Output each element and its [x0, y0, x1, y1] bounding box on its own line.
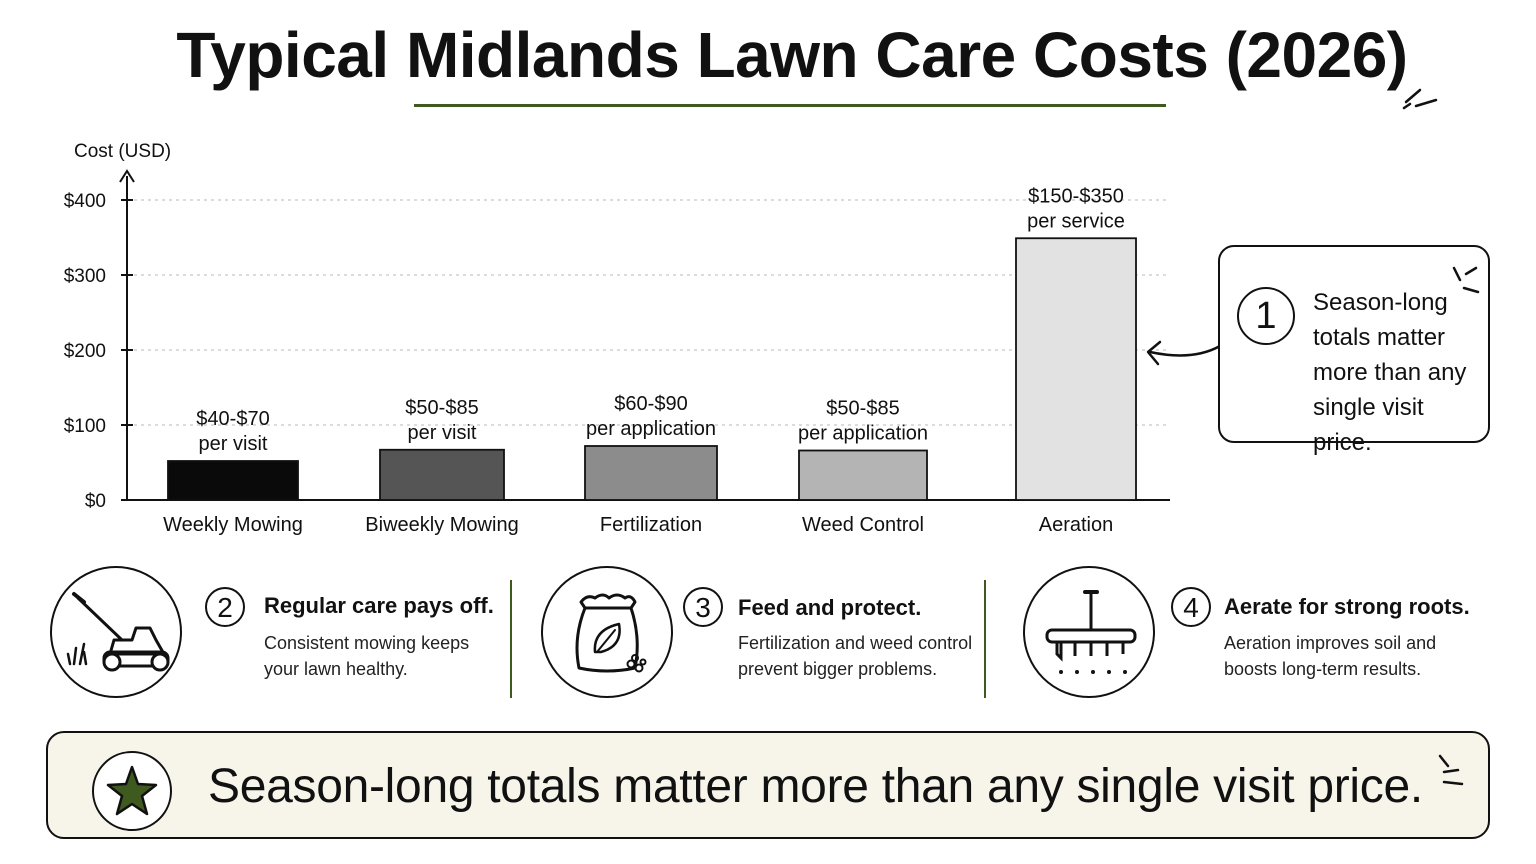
bar-data-label: $50-$85: [826, 398, 899, 420]
bar-data-label: $50-$85: [405, 397, 478, 419]
category-label: Fertilization: [600, 514, 702, 536]
tip-body-line: Fertilization and weed control: [738, 633, 973, 653]
banner-text: Season-long totals matter more than any …: [208, 760, 1423, 813]
bar-data-label-unit: per visit: [199, 433, 268, 455]
bar: [584, 445, 718, 501]
aerator-icon: [1023, 566, 1155, 698]
title-underline: [414, 104, 1166, 107]
chart-bars: $40-$70 per visit Weekly Mowing $50-$85 per …: [163, 185, 1137, 536]
tip-number: 4: [1171, 587, 1211, 627]
fertilizer-bag-icon: [541, 566, 673, 698]
bar: [1015, 237, 1137, 501]
bar-data-label-unit: per service: [1027, 210, 1125, 232]
callout-line: Season-long: [1313, 289, 1448, 316]
tip-body-line: boosts long-term results.: [1224, 659, 1422, 679]
summary-banner: Season-long totals matter more than any …: [46, 731, 1490, 839]
y-tick-label: $100: [64, 416, 106, 437]
tip-body-line: prevent bigger problems.: [738, 659, 938, 679]
y-tick-label: $300: [64, 266, 106, 287]
category-label: Weed Control: [802, 514, 924, 536]
category-label: Weekly Mowing: [163, 514, 303, 536]
bar-data-label: $60-$90: [614, 393, 687, 415]
divider: [984, 580, 986, 698]
bar-data-label: $150-$350: [1028, 185, 1124, 207]
bar-data-label: $40-$70: [196, 408, 269, 430]
divider: [510, 580, 512, 698]
tip-body-line: your lawn healthy.: [264, 659, 408, 679]
callout-line: single visit price.: [1313, 394, 1424, 456]
tip-body-line: Consistent mowing keeps: [264, 633, 470, 653]
bar-data-label-unit: per visit: [408, 422, 477, 444]
tip-number: 2: [205, 587, 245, 627]
sparkle-icon: [1452, 266, 1480, 294]
bar-data-label-unit: per application: [798, 423, 928, 445]
cost-bar-chart: Cost (USD) $0 $100 $200 $300 $400 $40-$70 per…: [64, 141, 1170, 536]
bar: [798, 449, 928, 501]
sparkle-icon: [1438, 754, 1464, 786]
tip-heading: Regular care pays off.: [264, 593, 494, 618]
arrow-left-icon: [1146, 340, 1222, 366]
tip-body: Fertilization and weed control prevent b…: [738, 630, 998, 682]
tip-body: Consistent mowing keeps your lawn health…: [264, 630, 514, 682]
callout-text: Season-long totals matter more than any …: [1313, 285, 1488, 460]
callout-box: 1 Season-long totals matter more than an…: [1218, 245, 1490, 456]
y-tick-label: $200: [64, 341, 106, 362]
sparkle-icon: [1402, 88, 1438, 110]
category-label: Biweekly Mowing: [365, 514, 518, 536]
y-axis-title: Cost (USD): [74, 141, 171, 162]
page-title: Typical Midlands Lawn Care Costs (2026): [176, 19, 1408, 91]
bar-data-label-unit: per application: [586, 418, 716, 440]
tip-heading: Feed and protect.: [738, 595, 922, 620]
callout-line: totals matter: [1313, 324, 1446, 351]
tip-body-line: Aeration improves soil and: [1224, 633, 1437, 653]
star-icon: [92, 751, 172, 831]
lawn-mower-icon: [50, 566, 182, 698]
y-axis-arrow-icon: [119, 169, 135, 183]
chart-gridlines: [127, 199, 1170, 426]
bar: [379, 448, 505, 501]
y-tick-label: $400: [64, 191, 106, 212]
y-axis-ticks: $0 $100 $200 $300 $400: [64, 191, 133, 512]
callout-line: more than any: [1313, 359, 1467, 386]
bar: [167, 460, 299, 501]
callout-number: 1: [1237, 287, 1295, 345]
category-label: Aeration: [1039, 514, 1114, 536]
tip-body: Aeration improves soil and boosts long-t…: [1224, 630, 1474, 682]
y-tick-label: $0: [85, 491, 106, 512]
tip-heading: Aerate for strong roots.: [1224, 594, 1470, 619]
tip-number: 3: [683, 587, 723, 627]
